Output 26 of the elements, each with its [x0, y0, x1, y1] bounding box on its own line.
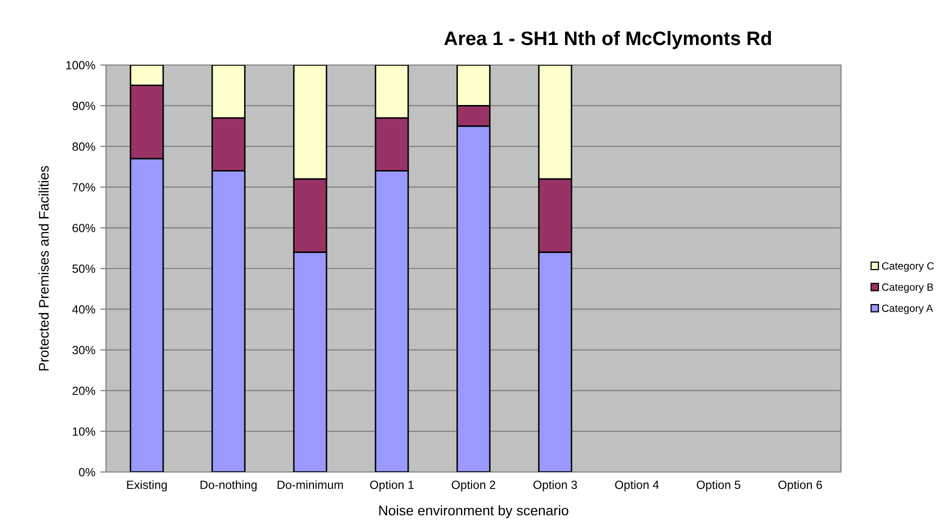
y-tick-label: 10% — [72, 427, 96, 436]
y-tick-label: 30% — [72, 346, 96, 354]
x-tick-label: Option 2 — [452, 480, 496, 492]
x-tick-label: Do-nothing — [200, 480, 257, 492]
y-axis-title: Protected Premises and Facilities — [38, 166, 49, 370]
y-tick-label: 0% — [78, 468, 96, 476]
legend-label: Category C — [882, 262, 934, 272]
y-tick-label: 50% — [72, 264, 96, 273]
x-tick-label: Option 1 — [370, 480, 414, 492]
y-tick-label: 100% — [66, 61, 96, 70]
y-tick-label: 90% — [72, 102, 96, 110]
y-tick-label: 80% — [72, 142, 96, 151]
y-tick-label: 60% — [72, 224, 96, 232]
legend-label: Category B — [882, 283, 934, 293]
x-tick-label: Option 4 — [615, 480, 659, 492]
chart-title: Area 1 - SH1 Nth of McClymonts Rd — [444, 30, 771, 50]
x-tick-label: Option 6 — [778, 480, 822, 492]
x-tick-label: Option 3 — [533, 480, 577, 492]
x-tick-label: Existing — [127, 480, 167, 492]
legend-label: Category A — [882, 304, 934, 314]
x-tick-label: Do-minimum — [278, 480, 343, 490]
x-tick-label: Option 5 — [696, 480, 740, 492]
y-tick-label: 20% — [72, 386, 96, 395]
y-tick-label: 40% — [72, 305, 96, 314]
x-axis-title: Noise environment by scenario — [379, 505, 568, 518]
y-tick-label: 70% — [72, 183, 96, 192]
